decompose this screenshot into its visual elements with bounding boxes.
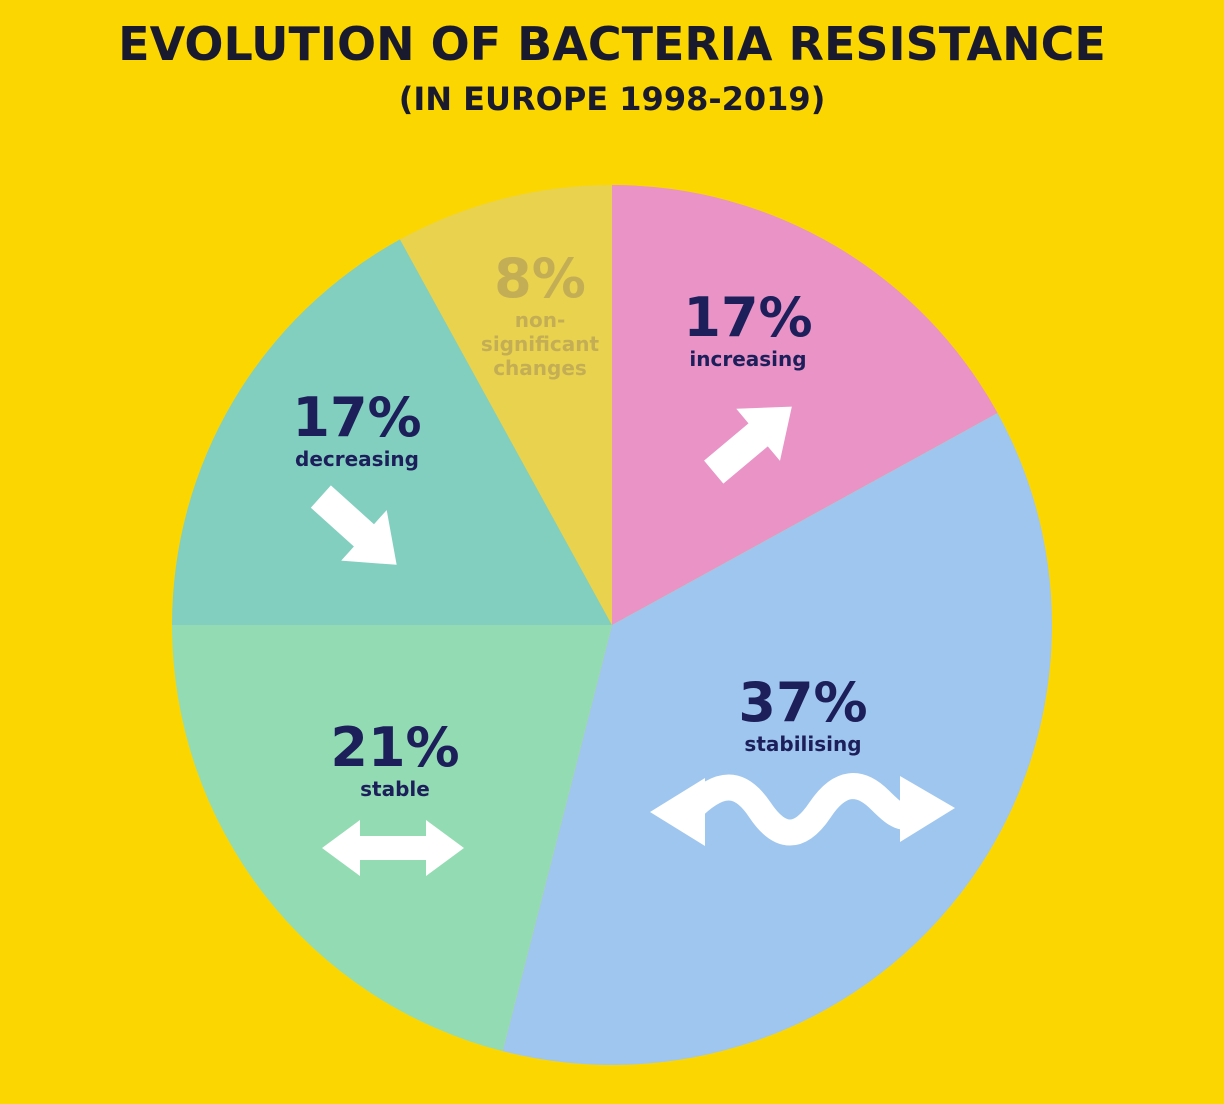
category-label: stable — [360, 777, 430, 801]
category-label: decreasing — [295, 447, 419, 471]
wavy-arrow-head — [650, 778, 705, 846]
value-label: 17% — [292, 386, 422, 449]
slice-label: 8% non-significant changes — [475, 247, 605, 381]
value-label: 8% — [494, 247, 586, 310]
arrows — [310, 406, 955, 876]
pie-slice — [612, 185, 998, 625]
slice-label: 17% decreasing — [292, 386, 422, 472]
pie-slice — [172, 239, 612, 626]
chart-title: EVOLUTION OF BACTERIA RESISTANCE — [118, 17, 1106, 71]
up-arrow — [704, 406, 792, 484]
pie-slice — [400, 185, 612, 625]
value-label: 21% — [330, 716, 460, 779]
down-arrow — [310, 485, 397, 565]
category-label: stabilising — [744, 732, 862, 756]
category-label: increasing — [689, 347, 807, 371]
slice-label: 37% stabilising — [738, 671, 868, 757]
value-label: 17% — [683, 286, 813, 349]
category-label: non-significant changes — [480, 308, 600, 380]
chart-subtitle: (IN EUROPE 1998-2019) — [399, 80, 826, 118]
pie — [172, 185, 1053, 1065]
pie-slice — [502, 413, 1053, 1065]
wavy-line — [680, 773, 925, 846]
wavy-arrow-head — [900, 776, 955, 842]
value-label: 37% — [738, 671, 868, 734]
slice-label: 21% stable — [330, 716, 460, 802]
slice-label: 17% increasing — [683, 286, 813, 372]
double-arrow — [322, 820, 464, 876]
